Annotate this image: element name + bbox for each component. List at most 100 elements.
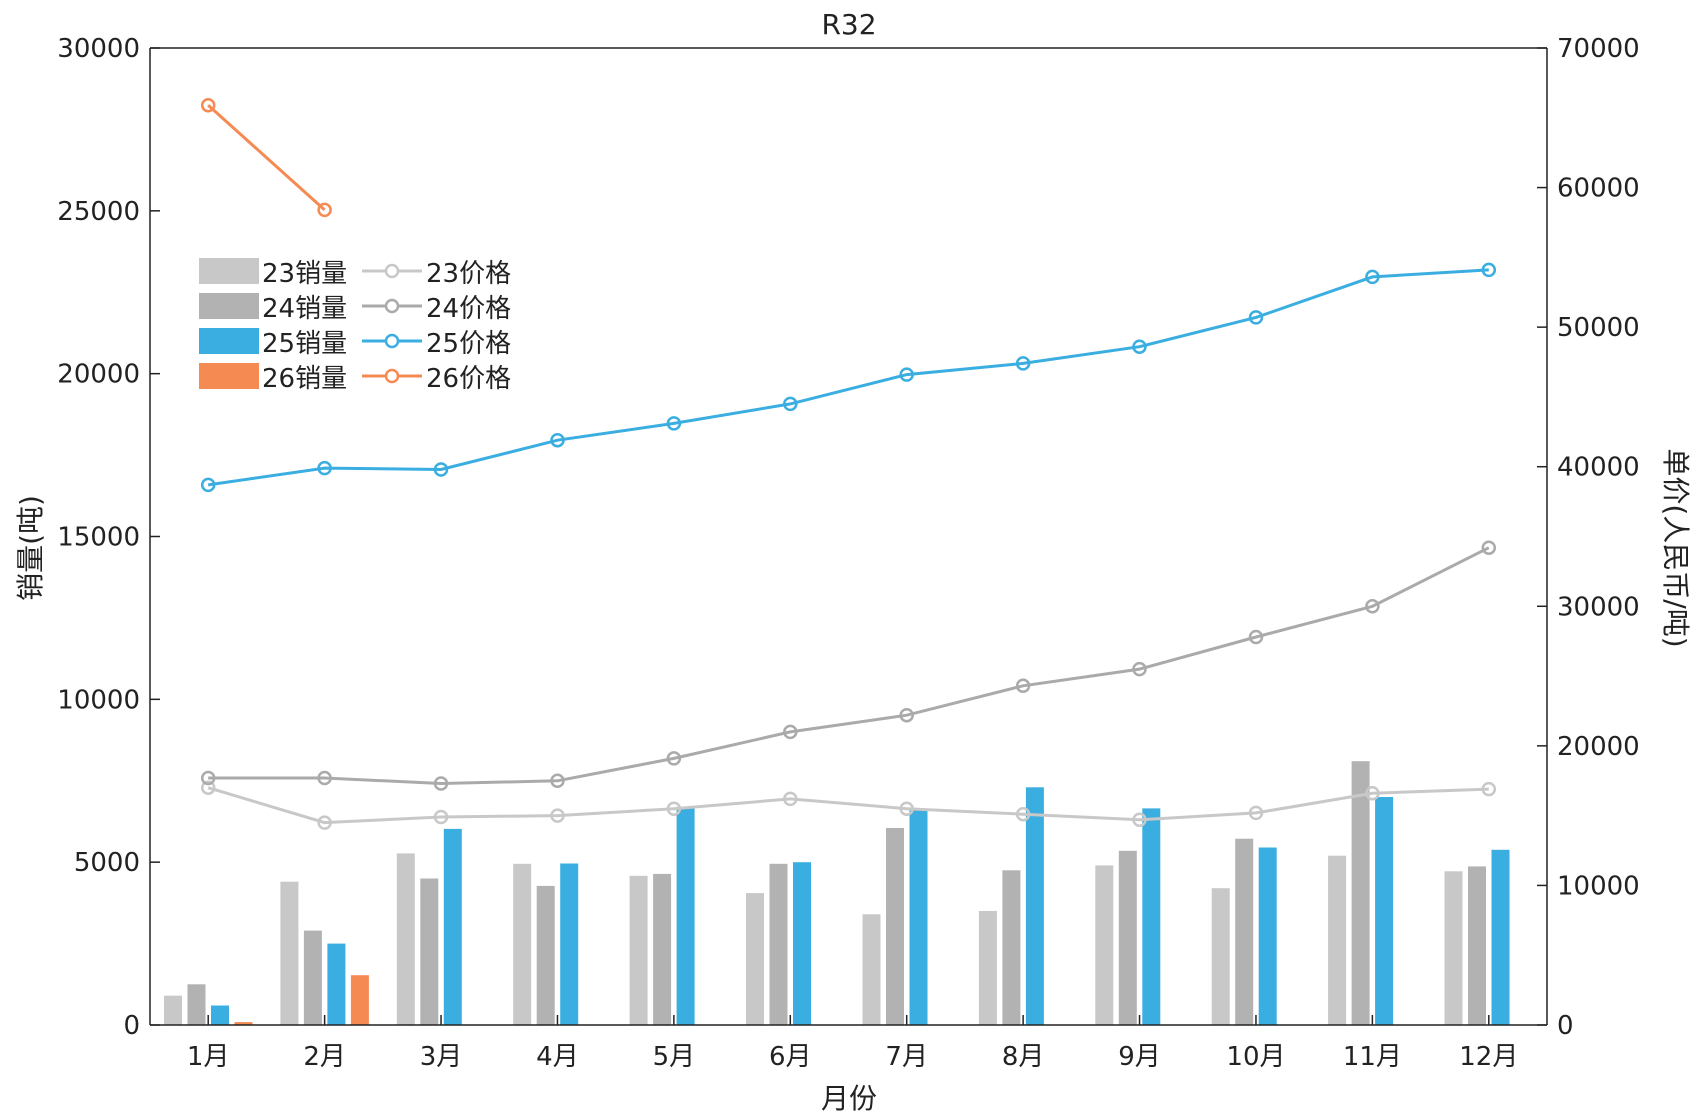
bar-26销量-1月	[234, 1022, 253, 1025]
right-y-axis-title: 单价(人民币/吨)	[1659, 448, 1692, 647]
x-tick-label-9月: 9月	[1118, 1042, 1161, 1072]
point-26价格-1月	[200, 97, 216, 113]
point-24价格-1月	[200, 770, 216, 786]
bar-26销量-2月	[350, 975, 369, 1025]
point-25价格-12月	[1481, 262, 1497, 278]
point-23价格-6月	[783, 791, 798, 807]
point-23价格-4月	[550, 808, 565, 823]
right-tick-label: 0	[1557, 1011, 1574, 1041]
point-24价格-2月	[317, 770, 332, 786]
bar-25销量-8月	[1025, 787, 1044, 1025]
point-24价格-4月	[550, 773, 565, 789]
line-25价格	[207, 268, 1489, 487]
legend-label-25价格: 25价格	[426, 329, 511, 359]
left-tick-label: 30000	[57, 34, 140, 64]
bar-23销量-7月	[862, 914, 881, 1025]
point-25价格-4月	[550, 432, 565, 448]
bar-24销量-10月	[1235, 838, 1254, 1025]
bar-24销量-6月	[769, 863, 788, 1025]
bar-24销量-5月	[653, 873, 672, 1025]
point-26价格-2月	[317, 202, 332, 218]
legend-label-23价格: 23价格	[426, 259, 511, 289]
line-24价格	[208, 546, 1490, 786]
point-24价格-6月	[783, 724, 798, 740]
point-25价格-6月	[783, 396, 798, 412]
x-tick-label-10月: 10月	[1226, 1042, 1285, 1072]
point-25价格-2月	[317, 460, 332, 476]
point-23价格-5月	[666, 801, 682, 816]
legend-marker-25价格	[384, 333, 400, 349]
bar-24销量-7月	[886, 828, 904, 1025]
bar-23销量-9月	[1095, 865, 1114, 1025]
x-tick-label-12月: 12月	[1459, 1042, 1518, 1072]
bar-24销量-1月	[187, 984, 206, 1025]
x-tick-label-1月: 1月	[187, 1042, 230, 1072]
point-23价格-3月	[433, 809, 449, 825]
legend-label-23销量: 23销量	[262, 259, 347, 289]
x-tick-label-7月: 7月	[885, 1042, 928, 1072]
right-tick-label: 40000	[1557, 453, 1640, 483]
x-tick-label-2月: 2月	[303, 1042, 346, 1072]
right-tick-label: 20000	[1557, 732, 1640, 762]
bar-25销量-12月	[1491, 849, 1510, 1025]
point-25价格-11月	[1365, 269, 1380, 285]
legend-label-25销量: 25销量	[262, 329, 347, 359]
point-24价格-7月	[899, 707, 914, 723]
chart-title: R32	[821, 8, 876, 41]
bar-24销量-11月	[1351, 761, 1370, 1025]
point-23价格-1月	[200, 780, 216, 795]
bar-25销量-4月	[560, 863, 579, 1025]
point-24价格-3月	[433, 776, 449, 791]
legend-swatch-26销量	[199, 363, 259, 389]
point-25价格-9月	[1132, 339, 1147, 354]
x-tick-label-11月: 11月	[1343, 1042, 1402, 1072]
bar-25销量-1月	[211, 1005, 229, 1025]
line-26价格	[207, 104, 326, 212]
legend-marker-26价格	[384, 368, 400, 384]
bar-25销量-5月	[676, 806, 695, 1025]
bar-25销量-7月	[909, 810, 928, 1025]
right-tick-label: 30000	[1557, 592, 1640, 622]
bar-25销量-10月	[1258, 847, 1277, 1025]
bar-23销量-3月	[396, 853, 415, 1025]
legend-label-24销量: 24销量	[262, 294, 347, 324]
legend-swatch-24销量	[199, 293, 259, 319]
bar-24销量-12月	[1468, 866, 1486, 1025]
point-24价格-8月	[1015, 678, 1031, 694]
legend-label-26销量: 26销量	[262, 364, 347, 394]
point-23价格-7月	[899, 801, 914, 816]
bar-24销量-4月	[536, 885, 555, 1025]
legend-marker-23价格	[384, 263, 400, 279]
point-23价格-10月	[1248, 805, 1264, 821]
point-25价格-10月	[1248, 310, 1264, 325]
legend-swatch-25销量	[199, 328, 259, 354]
bar-23销量-4月	[513, 863, 532, 1025]
point-23价格-8月	[1015, 806, 1031, 822]
left-tick-label: 5000	[74, 848, 140, 878]
point-24价格-12月	[1481, 540, 1497, 555]
point-25价格-3月	[433, 462, 449, 477]
bar-23销量-2月	[280, 881, 299, 1025]
right-tick-label: 60000	[1557, 174, 1640, 204]
legend-marker-24价格	[384, 298, 400, 314]
x-axis-title: 月份	[821, 1082, 877, 1115]
point-23价格-11月	[1365, 786, 1380, 801]
left-tick-label: 25000	[57, 197, 140, 227]
point-23价格-9月	[1132, 812, 1147, 828]
point-25价格-1月	[200, 477, 216, 493]
legend: 23销量 24销量 25销量 26销量 23价格 24价格 25价格 26价格	[199, 258, 511, 394]
bar-25销量-6月	[793, 862, 811, 1025]
left-tick-label: 20000	[57, 360, 140, 390]
line-layer	[200, 97, 1497, 830]
x-tick-label-3月: 3月	[420, 1042, 463, 1072]
point-24价格-5月	[666, 751, 682, 766]
legend-label-24价格: 24价格	[426, 294, 511, 324]
right-tick-label: 70000	[1557, 34, 1640, 64]
bar-layer	[164, 761, 1510, 1025]
right-tick-label: 50000	[1557, 313, 1640, 343]
x-tick-label-4月: 4月	[536, 1042, 579, 1072]
point-24价格-9月	[1132, 661, 1147, 677]
x-tick-label-8月: 8月	[1002, 1042, 1045, 1072]
